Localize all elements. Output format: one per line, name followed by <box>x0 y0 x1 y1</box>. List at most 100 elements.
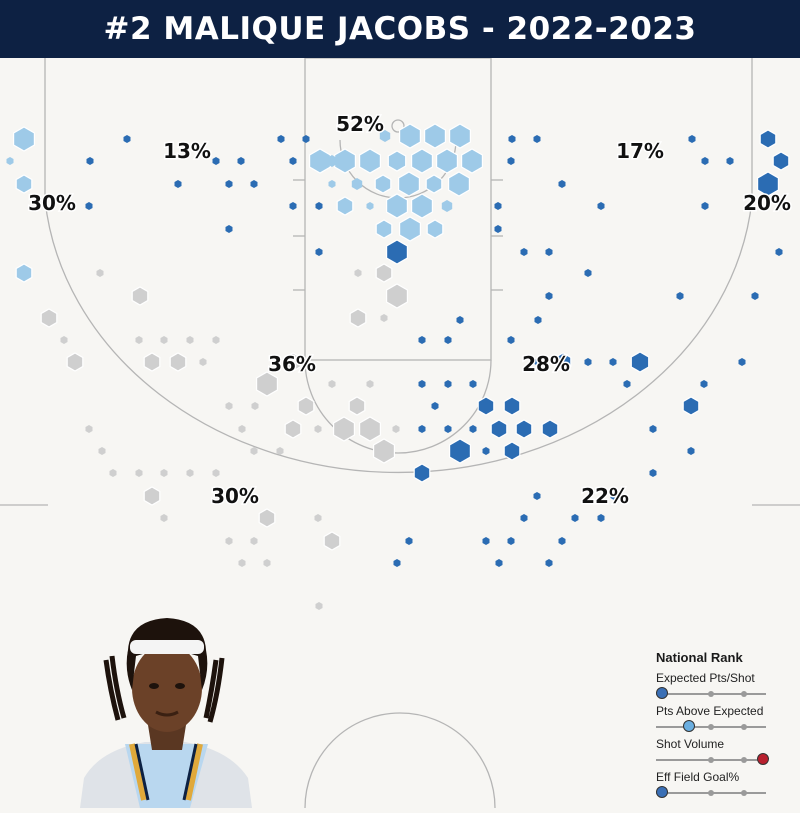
shot-hex <box>225 402 233 410</box>
three-point-arc <box>44 199 753 474</box>
shot-hex <box>277 135 285 143</box>
shot-hex <box>508 135 516 143</box>
shot-hex <box>323 531 341 551</box>
rank-slider-tick <box>708 757 714 763</box>
shot-hex <box>328 380 336 388</box>
zone-percentage-label: 22% <box>581 484 629 508</box>
zone-percentage-label: 30% <box>28 191 76 215</box>
shot-hex <box>436 148 458 174</box>
shot-hex <box>186 469 194 477</box>
shot-hex <box>444 336 452 344</box>
shot-hex <box>109 469 117 477</box>
shot-hex <box>507 336 515 344</box>
rank-slider-tick <box>741 757 747 763</box>
shot-hex <box>98 447 106 455</box>
shot-hex <box>328 180 336 188</box>
shot-hex <box>238 559 246 567</box>
shot-hex <box>392 425 400 433</box>
shot-hex <box>687 447 695 455</box>
shot-hex <box>449 123 471 149</box>
shot-hex <box>326 155 338 167</box>
shot-hex <box>212 336 220 344</box>
shot-hex <box>418 336 426 344</box>
shot-hex <box>315 202 323 210</box>
shot-hex <box>284 419 302 439</box>
shot-hex <box>375 219 393 239</box>
shot-hex <box>425 174 443 194</box>
shot-hex <box>469 425 477 433</box>
shot-hex <box>379 130 391 142</box>
shot-hex <box>418 380 426 388</box>
shot-hex <box>482 447 490 455</box>
shot-hex <box>398 171 420 197</box>
shot-hex <box>649 425 657 433</box>
shot-hex <box>387 150 407 172</box>
shot-hex <box>533 135 541 143</box>
shot-hex <box>482 537 490 545</box>
shot-hex <box>411 193 433 219</box>
zone-percentage-label: 52% <box>336 112 384 136</box>
shot-hex <box>131 286 149 306</box>
national-rank-legend: National Rank Expected Pts/Shot Pts Above… <box>655 650 796 803</box>
shot-hex <box>630 351 650 373</box>
shot-hex <box>386 239 408 265</box>
shot-hex <box>354 269 362 277</box>
shot-hex <box>15 174 33 194</box>
shot-hex <box>393 559 401 567</box>
shot-hex <box>96 269 104 277</box>
shot-hex <box>545 559 553 567</box>
shot-hex <box>399 123 421 149</box>
shot-hex <box>503 441 521 461</box>
zone-labels: 52% 13% 17% 30% 20% 36% 28% 30% 22% <box>27 111 793 510</box>
metric-label: Pts Above Expected <box>656 704 764 718</box>
legend-metric: Expected Pts/Shot <box>655 671 796 704</box>
shot-hex <box>276 447 284 455</box>
shot-hex <box>366 202 374 210</box>
rank-slider-knob <box>683 720 695 732</box>
shot-hex <box>386 283 408 309</box>
shot-hex <box>40 308 58 328</box>
shot-hex <box>123 135 131 143</box>
shot-hex <box>494 225 502 233</box>
shot-hex <box>256 371 278 397</box>
shot-hex <box>349 308 367 328</box>
shot-hex <box>584 269 592 277</box>
shot-hex <box>597 514 605 522</box>
legend-metric: Eff Field Goal% <box>655 770 796 803</box>
shot-hex <box>289 202 297 210</box>
paint <box>304 58 492 361</box>
shot-hex <box>507 537 515 545</box>
shot-hex <box>143 352 161 372</box>
shot-hex <box>571 514 579 522</box>
shot-hex <box>225 537 233 545</box>
shot-hex <box>13 126 35 152</box>
legend-metric: Pts Above Expected <box>656 704 796 737</box>
legend-metric: Shot Volume <box>656 737 796 770</box>
shot-hex <box>186 336 194 344</box>
shot-hex <box>533 492 541 500</box>
shot-hex <box>520 514 528 522</box>
player-headshot <box>40 610 290 808</box>
shot-hex <box>375 263 393 283</box>
shot-hex <box>726 157 734 165</box>
shot-hex <box>495 559 503 567</box>
shot-hex <box>775 248 783 256</box>
shot-hex <box>520 248 528 256</box>
shot-hex <box>554 352 572 372</box>
zone-percentage-label: 28% <box>522 352 570 376</box>
shot-hex <box>309 148 331 174</box>
shot-hex <box>477 396 495 416</box>
shot-chart: 52% 13% 17% 30% 20% 36% 28% 30% 22% <box>0 58 800 808</box>
hoop <box>391 119 405 133</box>
zone-percentage-label: 36% <box>268 352 316 376</box>
metric-label: Shot Volume <box>656 737 725 751</box>
shot-hex <box>449 438 471 464</box>
rank-slider-knob <box>756 753 769 765</box>
shot-hex <box>469 380 477 388</box>
shot-hex <box>700 380 708 388</box>
shot-hex <box>584 358 592 366</box>
legend-metrics: Expected Pts/Shot Pts Above Expected Shot … <box>655 671 796 803</box>
shot-hex <box>6 157 14 165</box>
shot-hex <box>336 196 354 216</box>
shot-hex <box>60 336 68 344</box>
